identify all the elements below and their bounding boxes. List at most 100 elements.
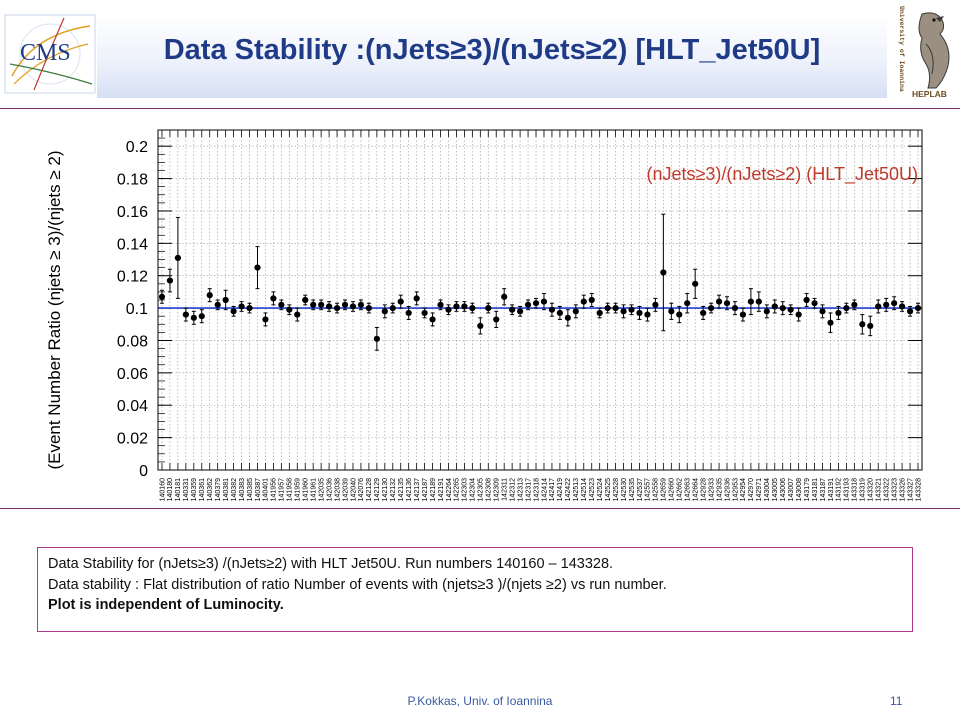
data-point (899, 303, 906, 310)
x-tick-label: 142130 (382, 478, 389, 501)
x-tick-label: 142422 (565, 478, 572, 501)
x-tick-label: 142137 (414, 478, 421, 501)
y-tick-label: 0.04 (117, 398, 148, 415)
y-tick-label: 0.08 (117, 333, 148, 350)
x-tick-label: 142136 (406, 478, 413, 501)
x-tick-label: 143322 (883, 478, 890, 501)
data-point (676, 311, 683, 318)
data-point (572, 308, 579, 315)
x-tick-label: 143004 (764, 478, 771, 501)
x-tick-label: 142035 (318, 478, 325, 501)
x-tick-label: 142303 (462, 478, 469, 501)
page-title: Data Stability :(nJets≥3)/(nJets≥2) [HLT… (163, 34, 821, 66)
stability-plot: 140160 140180 140181 140331 140359 140361 1403… (40, 118, 930, 503)
cms-logo-text: CMS (20, 40, 71, 66)
x-tick-label: 142132 (390, 478, 397, 501)
data-point (421, 309, 428, 317)
plot-annotation: (nJets≥3)/(nJets≥2) (HLT_Jet50U) (646, 164, 918, 185)
x-tick-label: 142317 (525, 478, 532, 501)
x-tick-label: 142663 (685, 478, 692, 501)
data-point (867, 322, 874, 330)
data-point (763, 308, 770, 315)
data-point (166, 277, 174, 284)
x-tick-label: 143320 (868, 478, 875, 501)
data-point (517, 308, 524, 315)
x-tick-label: 142514 (581, 478, 588, 501)
ticks-layer (158, 129, 922, 471)
data-point (779, 304, 786, 312)
data-point (381, 308, 388, 315)
x-tick-label: 142414 (541, 478, 548, 501)
x-tick-label: 142135 (398, 478, 405, 501)
data-point (302, 296, 309, 304)
x-tick-label: 143007 (788, 478, 795, 501)
data-point (771, 303, 778, 310)
x-tick-label: 143323 (891, 478, 898, 501)
data-point (270, 295, 277, 302)
x-tick-label: 142954 (740, 478, 747, 501)
error-bars-layer (159, 213, 921, 351)
data-point (747, 298, 754, 305)
x-tick-label: 140362 (207, 478, 214, 501)
data-point (604, 304, 611, 312)
data-point (620, 308, 627, 315)
x-tick-label: 142039 (342, 478, 349, 501)
data-point (692, 280, 699, 287)
university-text: University of Ioannina (898, 6, 905, 92)
notes-box: Data Stability for (nJets≥3) /(nJets≥2) … (37, 547, 913, 632)
y-tick-label: 0 (139, 463, 148, 480)
x-tick-label: 141956 (271, 478, 278, 501)
x-tick-label: 143187 (820, 478, 827, 501)
y-tick-label: 0.06 (117, 366, 148, 383)
data-point (509, 306, 516, 313)
x-tick-label: 143321 (876, 478, 883, 501)
x-tick-label: 142537 (637, 478, 644, 501)
data-point (556, 309, 563, 317)
x-tick-label: 142038 (334, 478, 341, 501)
data-point (596, 309, 603, 317)
data-point (190, 314, 197, 321)
data-point (222, 296, 229, 304)
x-tick-label: 143328 (915, 478, 922, 501)
x-tick-label: 143006 (780, 478, 787, 501)
x-tick-label: 143181 (812, 478, 819, 501)
x-tick-label: 142264 (446, 478, 453, 501)
x-tick-label: 141960 (303, 478, 310, 501)
x-tick-label: 142189 (430, 478, 437, 501)
data-point (755, 298, 762, 305)
data-point (453, 303, 460, 310)
data-point (461, 303, 468, 310)
data-point (230, 308, 237, 315)
x-tick-label: 142191 (438, 478, 445, 501)
x-tick-label: 142187 (422, 478, 429, 501)
x-tick-label: 142936 (724, 478, 731, 501)
data-point (349, 303, 357, 310)
data-points-layer (158, 254, 922, 342)
y-tick-labels-layer: 0 0.02 0.04 0.06 0.08 0.1 0.12 0.14 0.16 0.18 0.2 (117, 139, 148, 480)
footer-author: P.Kokkas, Univ. of Ioannina (407, 694, 553, 708)
data-point (246, 304, 253, 312)
data-point (254, 264, 261, 271)
cms-logo: CMS (4, 14, 96, 94)
data-point (859, 321, 866, 328)
x-tick-label: 142525 (605, 478, 612, 501)
data-point (708, 304, 715, 312)
data-point (811, 300, 818, 307)
x-tick-label: 140160 (159, 478, 166, 501)
data-point (357, 301, 365, 308)
x-tick-label: 142535 (629, 478, 636, 501)
data-point (158, 293, 166, 300)
data-point (668, 308, 675, 315)
x-tick-label: 143179 (804, 478, 811, 501)
x-tick-label: 142265 (454, 478, 461, 501)
data-point (883, 301, 890, 308)
x-tick-label: 142558 (653, 478, 660, 501)
data-point (278, 301, 285, 308)
x-tick-label: 140381 (223, 478, 230, 501)
data-point (413, 295, 420, 302)
x-tick-label: 140382 (231, 478, 238, 501)
x-tick-label: 140180 (167, 478, 174, 501)
data-point (318, 301, 325, 308)
data-point (906, 308, 914, 315)
data-point (262, 316, 269, 323)
